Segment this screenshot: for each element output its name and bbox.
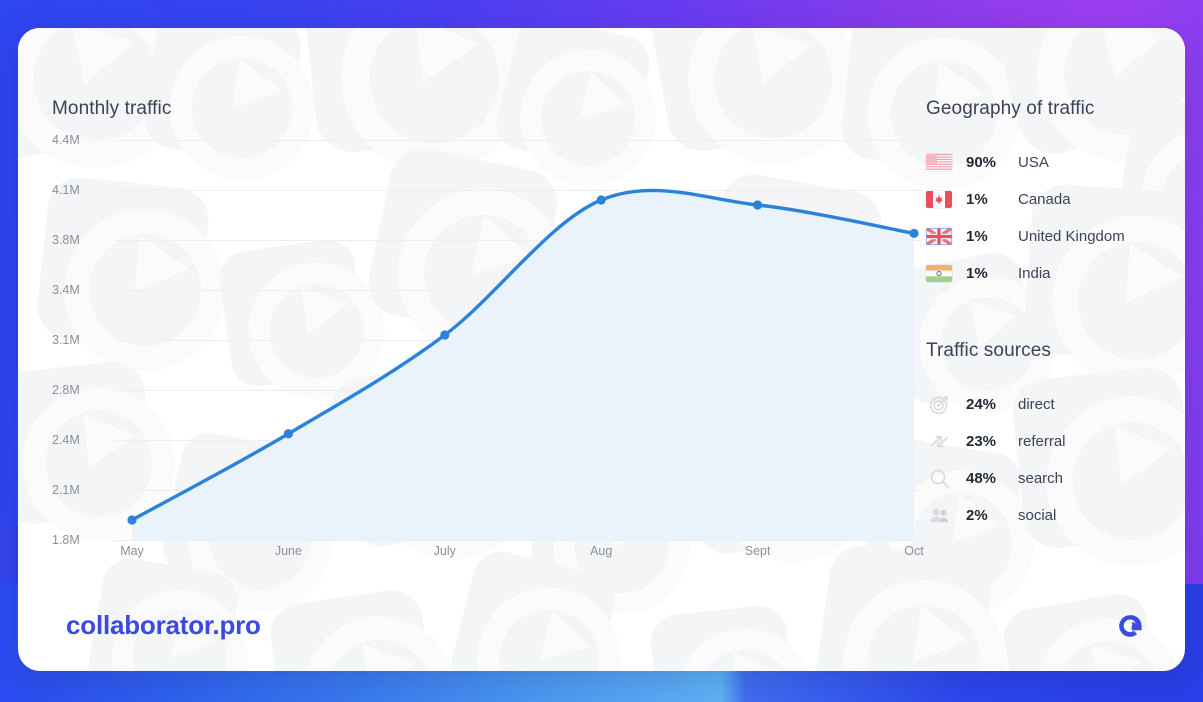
y-axis-tick: 2.8M [52,383,80,397]
trend-line [130,188,916,522]
data-point[interactable] [753,200,763,210]
y-axis-tick: 2.1M [52,483,80,497]
traffic-source-label: search [1018,470,1064,487]
data-point[interactable] [440,330,450,340]
area-fill [132,190,914,540]
traffic-source-row: 23% referral [926,423,1176,460]
geography-list: 90% USA 1% Canada 1% United Kingdom 1% India [926,144,1176,292]
geography-label: India [1018,265,1051,282]
traffic-source-label: referral [1018,433,1066,450]
chart-title: Monthly traffic [52,98,172,119]
geography-percent: 1% [966,265,988,282]
referral-arrows-icon [926,431,952,453]
traffic-line-series [127,188,919,540]
traffic-source-percent: 2% [966,507,988,524]
geography-panel: Geography of traffic 90% USA 1% Canada 1% Uni… [926,98,1176,292]
y-axis-tick: 4.1M [52,183,80,197]
people-icon [926,505,952,527]
data-point[interactable] [127,515,137,525]
traffic-source-label: direct [1018,396,1055,413]
geography-percent: 1% [966,191,988,208]
geography-row: 1% Canada [926,181,1176,218]
gridline [114,540,922,541]
traffic-source-row: 24% direct [926,386,1176,423]
geography-percent: 1% [966,228,988,245]
traffic-source-percent: 23% [966,433,997,450]
data-point[interactable] [596,195,606,205]
y-axis-tick: 3.8M [52,233,80,247]
y-axis: 4.4M 4.1M 3.8M 3.4M 3.1M 2.8M 2.4M 2.1M 1.8M [52,133,104,547]
x-axis-tick: Sept [744,544,771,558]
x-axis-tick: Oct [904,544,924,558]
flag-usa [926,154,952,171]
traffic-source-row: 2% social [926,497,1176,534]
brand-name: collaborator.pro [66,610,261,640]
y-axis-tick: 3.4M [52,283,80,297]
x-axis-tick: June [274,544,302,558]
gridline [114,240,922,241]
chart-plot-area: 4.4M 4.1M 3.8M 3.4M 3.1M 2.8M 2.4M 2.1M 1.8M May… [52,133,924,580]
collaborator-logo-icon [1117,613,1143,639]
target-icon [926,394,952,416]
monthly-traffic-chart: Monthly traffic 4.4M 4.1M 3.8M 3.4M 3.1M 2.8M… [52,98,924,558]
data-point[interactable] [283,429,293,439]
traffic-source-percent: 48% [966,470,997,487]
y-axis-tick: 4.4M [52,133,80,147]
x-axis-tick: May [120,544,144,558]
y-axis-tick: 1.8M [52,533,80,547]
gridline [114,190,922,191]
traffic-sources-title: Traffic sources [926,340,1052,361]
x-axis: May June July Aug Sept Oct [114,544,944,570]
traffic-source-percent: 24% [966,396,997,413]
geography-row: 1% United Kingdom [926,218,1176,255]
geography-row: 1% India [926,255,1176,292]
geography-percent: 90% [966,154,997,171]
geography-row: 90% USA [926,144,1176,181]
geography-title: Geography of traffic [926,98,1095,119]
report-card: Monthly traffic 4.4M 4.1M 3.8M 3.4M 3.1M 2.8M… [18,28,1185,671]
y-axis-tick: 2.4M [52,433,80,447]
gridline [114,140,922,141]
flag-canada [926,191,952,208]
geography-label: Canada [1018,191,1071,208]
geography-label: United Kingdom [1018,228,1125,245]
traffic-sources-panel: Traffic sources 24% direct 23% referral 48% s… [926,340,1176,534]
data-point[interactable] [909,228,919,238]
y-axis-tick: 3.1M [52,333,80,347]
traffic-sources-list: 24% direct 23% referral 48% search 2% social [926,386,1176,534]
flag-india [926,265,952,282]
traffic-source-label: social [1018,507,1057,524]
traffic-source-row: 48% search [926,460,1176,497]
x-axis-tick: Aug [590,544,613,558]
search-icon [926,468,952,490]
x-axis-tick: July [433,544,456,558]
flag-uk [926,228,952,245]
geography-label: USA [1018,154,1049,171]
